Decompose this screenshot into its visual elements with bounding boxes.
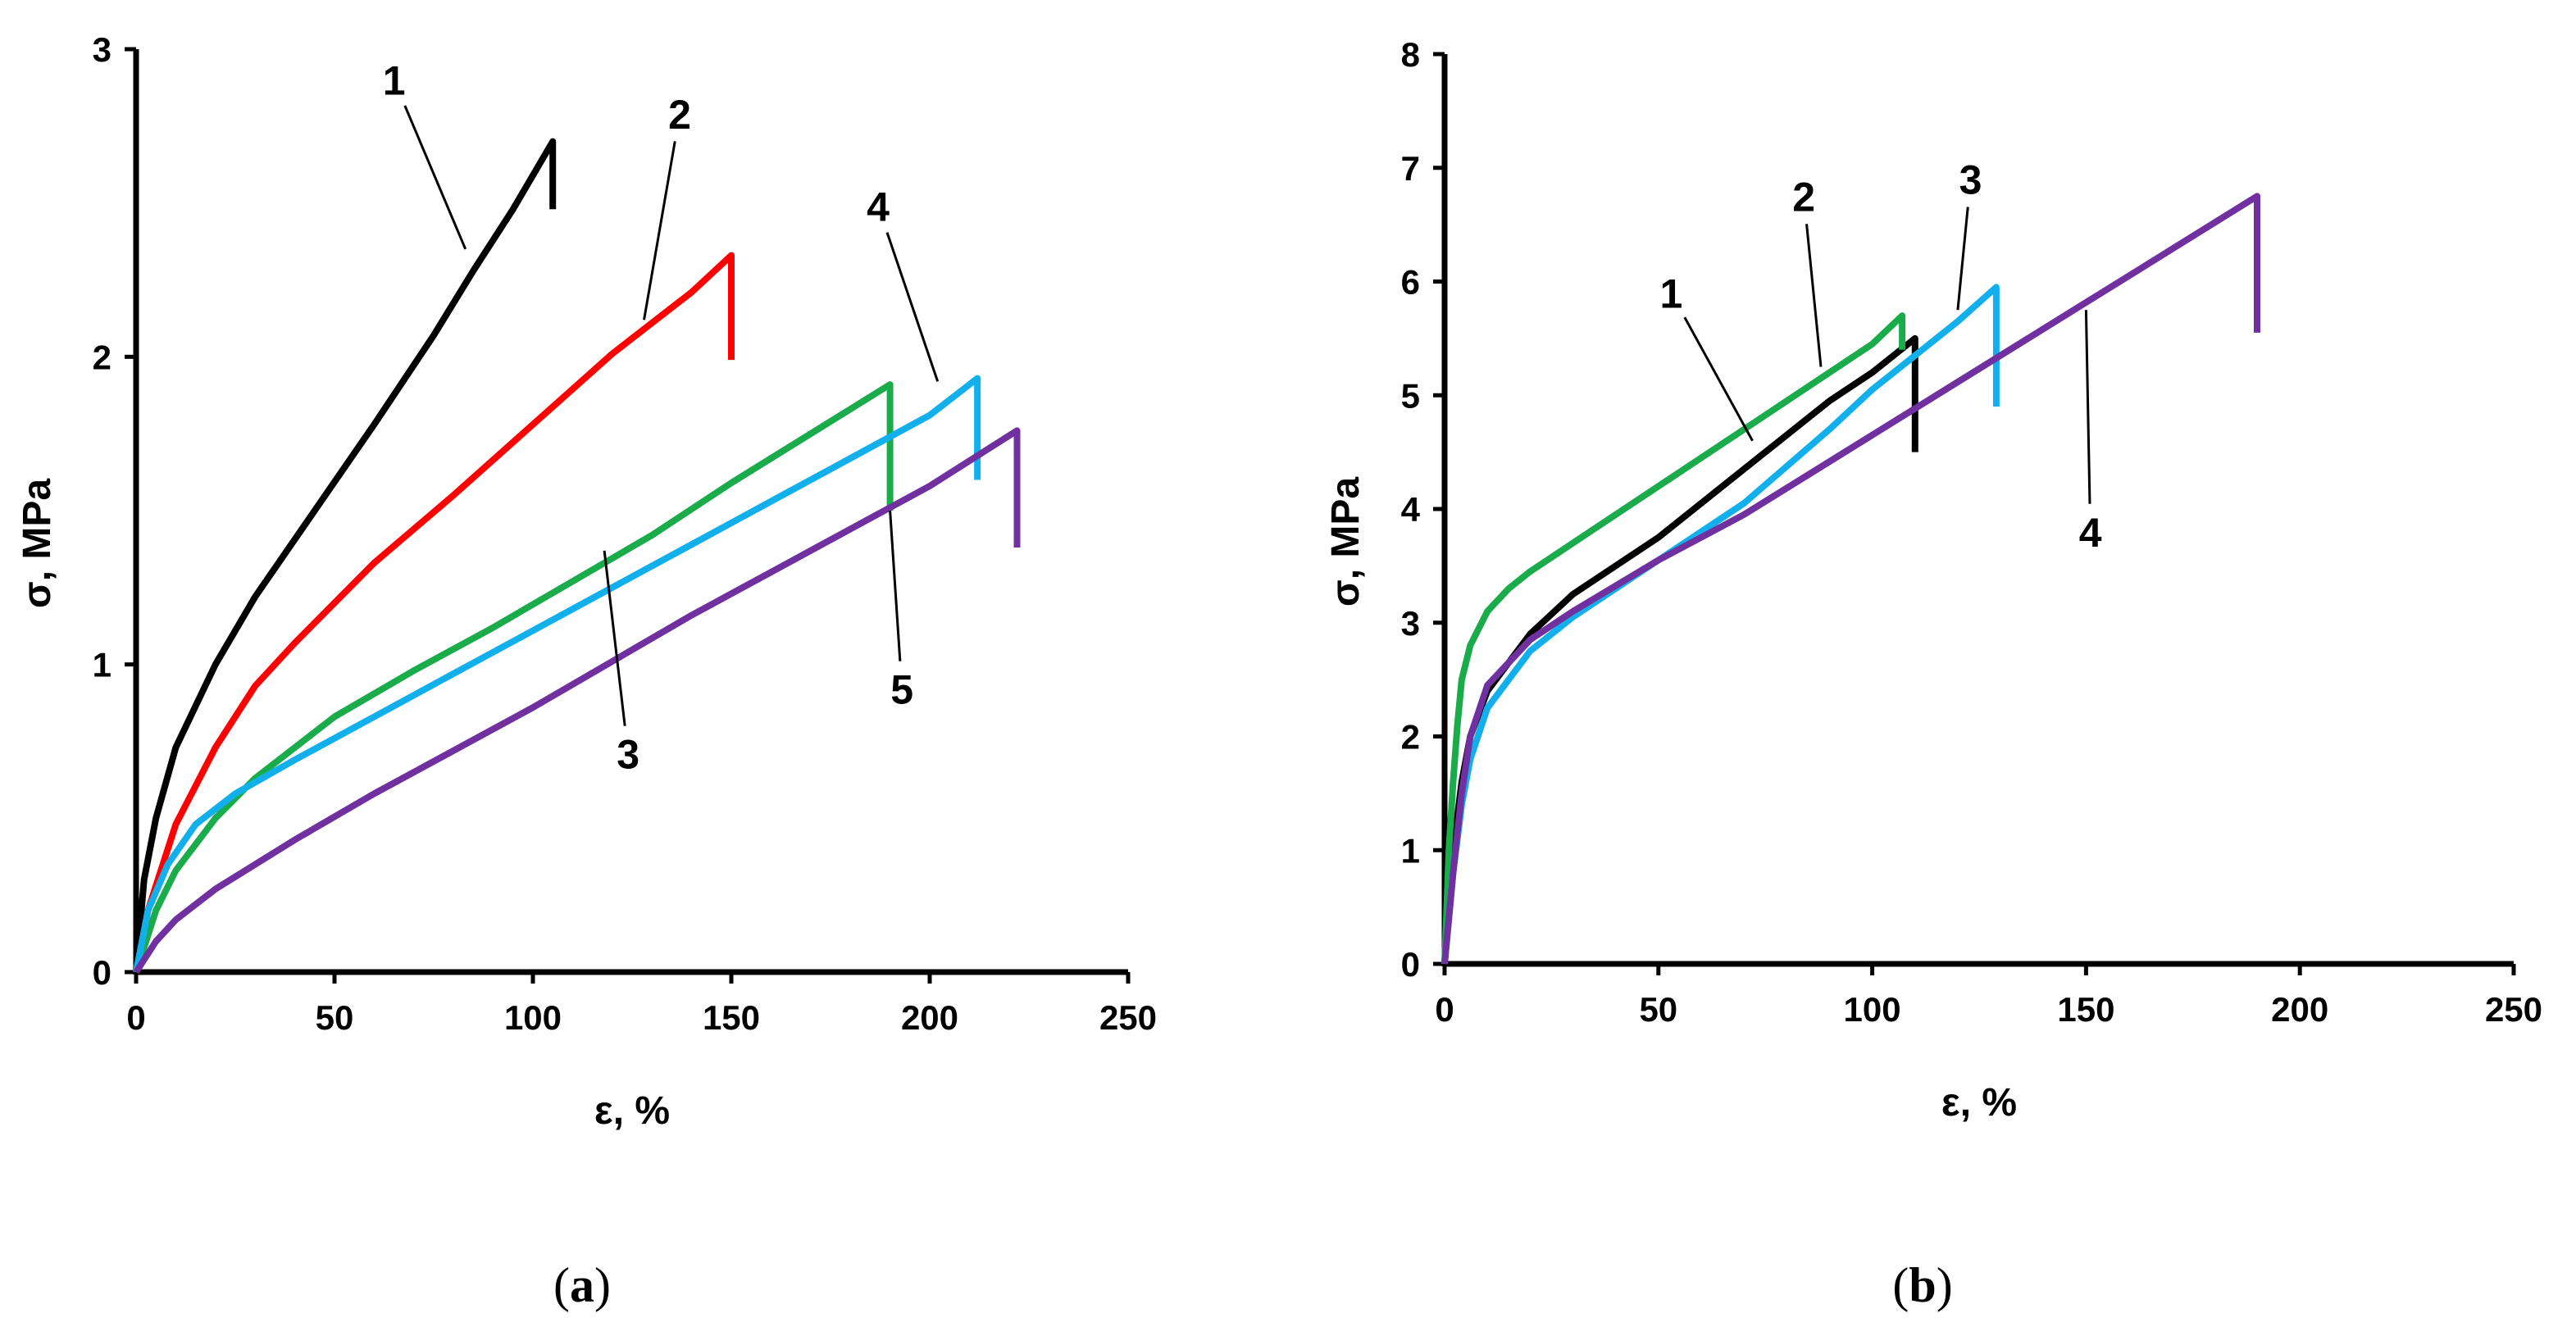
curve-label-1: 1: [1660, 270, 1683, 316]
x-axis-label: ε, %: [594, 1089, 670, 1133]
leader-line-4: [2084, 310, 2091, 504]
x-tick-label: 50: [1639, 990, 1677, 1029]
curve-label-1: 1: [383, 58, 406, 104]
x-tick-label: 0: [1435, 990, 1454, 1029]
series-line-3: [133, 381, 894, 974]
x-tick-label: 0: [126, 998, 145, 1037]
curve-label-3: 3: [1959, 157, 1982, 203]
panel-label-b: (b): [1892, 1258, 1952, 1312]
x-tick-label: 200: [901, 998, 958, 1037]
y-axis-label: σ, MPa: [16, 479, 59, 609]
x-tick-label: 100: [504, 998, 562, 1037]
y-tick-label: 3: [93, 30, 112, 69]
series-line-2: [1441, 312, 1906, 965]
x-tick-label: 150: [703, 998, 760, 1037]
series-line-5: [133, 427, 1021, 975]
y-tick-label: 0: [93, 953, 112, 992]
y-tick-label: 2: [1401, 718, 1420, 757]
leader-line-2: [643, 141, 676, 320]
x-tick-label: 150: [2057, 990, 2114, 1029]
series-line-1: [133, 138, 557, 973]
leader-line-1: [403, 105, 467, 250]
y-tick-label: 1: [93, 646, 112, 684]
x-tick-label: 250: [1099, 998, 1157, 1037]
y-tick-label: 5: [1401, 376, 1420, 415]
x-tick-label: 250: [2485, 990, 2542, 1029]
x-tick-label: 100: [1844, 990, 1901, 1029]
x-tick-label: 50: [316, 998, 354, 1037]
curve-label-5: 5: [890, 667, 913, 713]
y-tick-label: 6: [1401, 263, 1420, 302]
series-line-4: [133, 375, 981, 973]
curve-label-3: 3: [617, 732, 639, 778]
y-axis-label: σ, MPa: [1324, 477, 1368, 607]
leader-line-3: [603, 550, 626, 726]
y-tick-label: 4: [1401, 490, 1421, 529]
chart-b: 0 50 100 150 200 250 0 1 2 3 4 5 6 7 8 ε, % σ, MPa 1 2 3 4: [1324, 35, 2542, 1125]
y-tick-label: 2: [93, 338, 112, 376]
y-tick-label: 3: [1401, 604, 1420, 643]
series-line-4: [1441, 193, 2260, 965]
curve-label-2: 2: [1792, 174, 1815, 220]
leader-line-4: [885, 232, 940, 382]
y-tick-label: 1: [1401, 831, 1420, 870]
leader-line-3: [1956, 207, 1969, 311]
leader-line-5: [889, 510, 902, 661]
curve-label-4: 4: [867, 184, 890, 229]
leader-line-1: [1683, 316, 1754, 442]
y-tick-label: 7: [1401, 149, 1420, 188]
leader-line-2: [1805, 224, 1823, 367]
y-tick-label: 8: [1401, 35, 1420, 74]
y-tick-label: 0: [1401, 945, 1420, 984]
x-axis-label: ε, %: [1941, 1081, 2017, 1125]
curve-label-4: 4: [2079, 510, 2102, 556]
chart-a: 0 50 100 150 200 250 0 1 2 3 ε, % σ, MPa 1 2 3 4 5: [16, 30, 1157, 1133]
panel-label-a: (a): [553, 1258, 611, 1312]
x-tick-label: 200: [2271, 990, 2328, 1029]
curve-label-2: 2: [668, 92, 691, 138]
series-line-2: [133, 252, 735, 973]
